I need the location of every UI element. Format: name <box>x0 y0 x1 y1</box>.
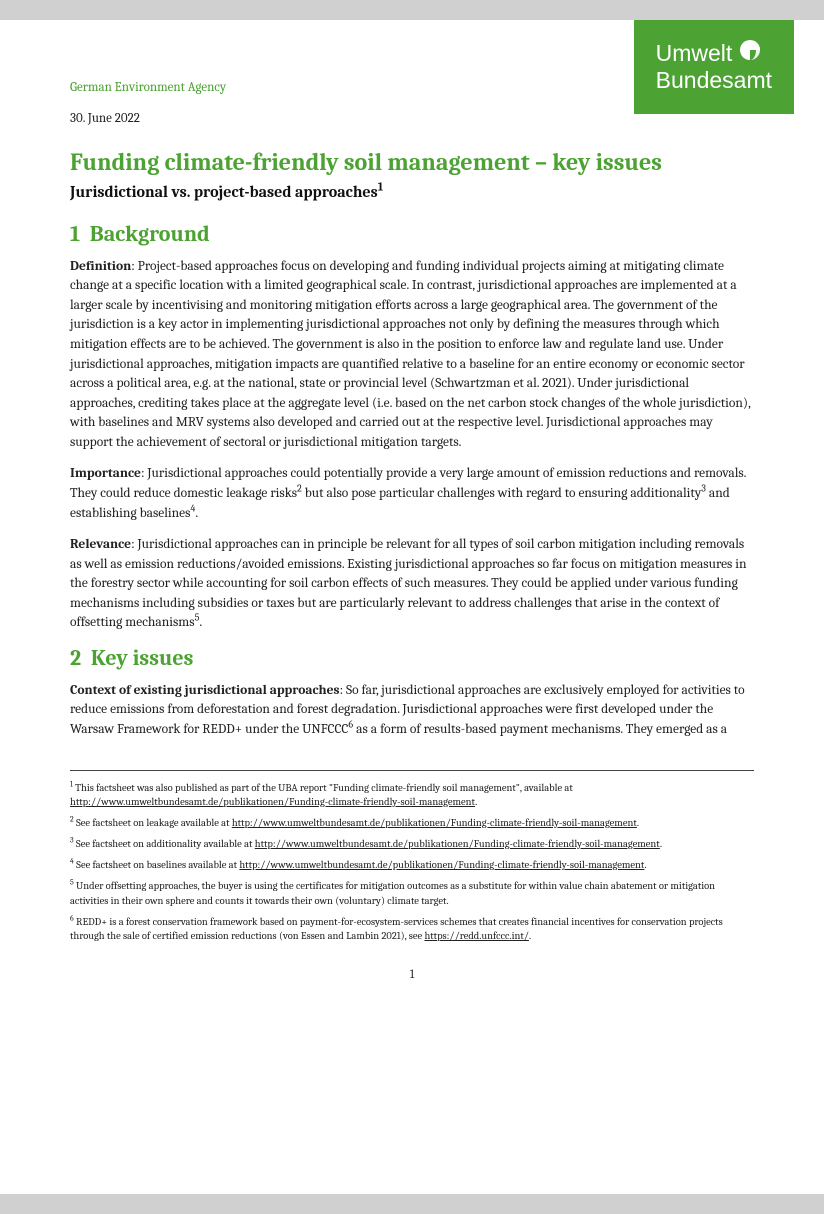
subtitle-footnote-ref: 1 <box>378 179 384 193</box>
para-relevance-a: : Jurisdictional approaches can in princ… <box>70 537 747 630</box>
section-2-title: Key issues <box>91 645 194 671</box>
logo-line-2: Bundesamt <box>656 67 772 93</box>
footnote-3-link[interactable]: http://www.umweltbundesamt.de/publikatio… <box>255 838 660 850</box>
section-1-heading: 1 Background <box>70 221 754 247</box>
para-relevance: Relevance: Jurisdictional approaches can… <box>70 535 754 633</box>
footnote-1-b: . <box>475 796 477 808</box>
section-1-title: Background <box>90 221 210 247</box>
para-relevance-b: . <box>199 615 202 630</box>
para-importance-b: but also pose particular challenges with… <box>302 486 701 501</box>
globe-leaf-icon <box>738 38 762 67</box>
para-context-b: as a form of results-based payment mecha… <box>353 722 727 737</box>
footnote-6-b: . <box>529 930 531 942</box>
footnote-2-a: See factsheet on leakage available at <box>74 817 232 829</box>
para-relevance-label: Relevance <box>70 537 131 552</box>
document-page: Umwelt Bundesamt German Environment Agen… <box>0 20 824 1194</box>
footnote-4: 4 See factsheet on baselines available a… <box>70 858 754 872</box>
page-title: Funding climate-friendly soil management… <box>70 148 754 177</box>
para-importance: Importance: Jurisdictional approaches co… <box>70 464 754 523</box>
footnote-3: 3 See factsheet on additionality availab… <box>70 837 754 851</box>
footnote-6-a: REDD+ is a forest conservation framework… <box>70 916 723 942</box>
section-1-num: 1 <box>70 221 80 247</box>
para-context-label: Context of existing jurisdictional appro… <box>70 683 340 698</box>
footnote-1: 1 This factsheet was also published as p… <box>70 781 754 809</box>
para-definition: Definition: Project-based approaches foc… <box>70 257 754 453</box>
para-definition-body: : Project-based approaches focus on deve… <box>70 259 750 450</box>
footnote-5: 5 Under offsetting approaches, the buyer… <box>70 879 754 907</box>
footnote-4-b: . <box>644 859 646 871</box>
footnote-2-b: . <box>637 817 639 829</box>
footnote-3-a: See factsheet on additionality available… <box>74 838 255 850</box>
footnote-2: 2 See factsheet on leakage available at … <box>70 816 754 830</box>
para-definition-label: Definition <box>70 259 131 274</box>
footnote-3-b: . <box>660 838 662 850</box>
para-importance-label: Importance <box>70 466 141 481</box>
footnotes-block: 1 This factsheet was also published as p… <box>70 770 754 944</box>
footnote-4-a: See factsheet on baselines available at <box>74 859 239 871</box>
agency-logo: Umwelt Bundesamt <box>634 20 794 114</box>
logo-line-1: Umwelt <box>656 38 772 67</box>
footnote-6-link[interactable]: https://redd.unfccc.int/ <box>424 930 529 942</box>
logo-text-2: Bundesamt <box>656 67 772 93</box>
footnote-2-link[interactable]: http://www.umweltbundesamt.de/publikatio… <box>232 817 637 829</box>
footnote-6: 6 REDD+ is a forest conservation framewo… <box>70 915 754 943</box>
para-context: Context of existing jurisdictional appro… <box>70 681 754 740</box>
footnote-1-link[interactable]: http://www.umweltbundesamt.de/publikatio… <box>70 796 475 808</box>
section-2-num: 2 <box>70 645 81 671</box>
footnote-5-text: Under offsetting approaches, the buyer i… <box>70 880 715 906</box>
footnote-1-a: This factsheet was also published as par… <box>73 782 573 794</box>
section-2-heading: 2 Key issues <box>70 645 754 671</box>
footnote-4-link[interactable]: http://www.umweltbundesamt.de/publikatio… <box>239 859 644 871</box>
para-importance-d: . <box>195 506 198 521</box>
page-subtitle: Jurisdictional vs. project-based approac… <box>70 183 754 201</box>
subtitle-text: Jurisdictional vs. project-based approac… <box>70 183 378 201</box>
page-number: 1 <box>70 967 754 981</box>
logo-text-1: Umwelt <box>656 40 733 66</box>
